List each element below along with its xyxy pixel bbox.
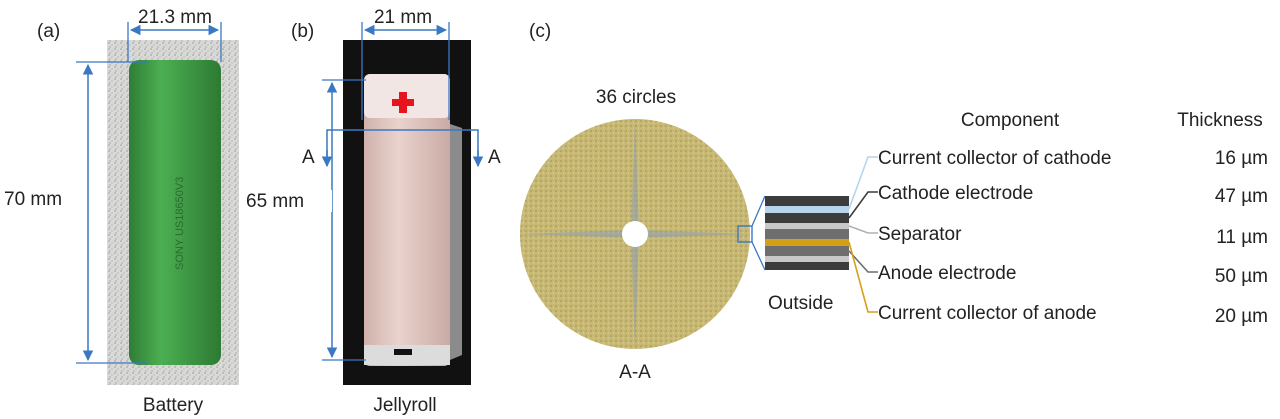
section-aa-label: A-A <box>619 362 651 383</box>
battery-height-label: 70 mm <box>4 189 62 210</box>
row-component: Current collector of anode <box>878 303 1097 324</box>
panel-c-tag: (c) <box>529 21 551 42</box>
battery-caption: Battery <box>143 395 204 416</box>
header-component: Component <box>961 110 1060 131</box>
header-thickness: Thickness <box>1177 110 1263 131</box>
zoom-box <box>737 225 753 243</box>
row-component: Separator <box>878 224 962 245</box>
leader-current-collector-anode <box>848 241 878 313</box>
layer-cathode-3 <box>765 262 849 270</box>
row-thickness: 11 µm <box>1216 227 1268 248</box>
layer-cathode-1 <box>765 196 849 206</box>
leader-current-collector-cathode <box>848 156 878 210</box>
cross-section-rays <box>520 119 750 349</box>
layer-cathode-2 <box>765 213 849 223</box>
outside-label: Outside <box>768 293 833 314</box>
layer-anode-collector <box>765 239 849 246</box>
layer-stack <box>765 196 849 270</box>
minus-terminal-icon <box>394 349 412 355</box>
jellyroll-caption: Jellyroll <box>373 395 436 416</box>
row-component: Cathode electrode <box>878 183 1033 204</box>
jr-height-label-bg <box>276 190 332 212</box>
leader-cathode-electrode <box>848 191 878 219</box>
row-thickness: 16 µm <box>1215 148 1268 169</box>
panel-a-tag: (a) <box>37 21 60 42</box>
layer-separator-1 <box>765 223 849 229</box>
zoom-line-bottom <box>751 241 766 271</box>
section-mark-left: A <box>302 147 315 168</box>
section-mark-right: A <box>488 147 501 168</box>
zoom-line-top <box>751 195 766 227</box>
jellyroll-body <box>364 74 450 366</box>
leader-separator <box>848 225 878 234</box>
row-component: Anode electrode <box>878 263 1016 284</box>
jellyroll-width-label: 21 mm <box>374 7 432 28</box>
plus-terminal-icon <box>392 92 414 113</box>
row-thickness: 47 µm <box>1215 186 1268 207</box>
circles-label: 36 circles <box>596 87 676 108</box>
layer-anode-1 <box>765 229 849 239</box>
layer-separator-2 <box>765 256 849 262</box>
panel-c: (c) 36 circles A-A <box>520 21 1268 383</box>
battery-print: SONY US18650V3 <box>174 177 186 270</box>
height-label-bg <box>30 188 86 210</box>
section-line <box>326 129 479 166</box>
row-thickness: 50 µm <box>1215 266 1268 287</box>
panel-a: (a) SONY US18650V3 21.3 mm 70 mm Battery <box>4 7 239 416</box>
panel-b: (b) 21 mm 65 mm A A Jellyroll <box>246 7 501 416</box>
layer-cathode-collector <box>765 206 849 213</box>
row-component: Current collector of cathode <box>878 148 1111 169</box>
jellyroll-height-label: 65 mm <box>246 191 304 212</box>
battery-body <box>129 60 221 365</box>
center-hole <box>622 221 648 247</box>
layer-anode-2 <box>765 246 849 256</box>
panel-b-tag: (b) <box>291 21 314 42</box>
component-table: Component Thickness Current collector of… <box>878 110 1268 327</box>
battery-width-label: 21.3 mm <box>138 7 212 28</box>
row-thickness: 20 µm <box>1215 306 1268 327</box>
leader-anode-electrode <box>848 250 878 273</box>
separator-flap <box>450 124 462 360</box>
